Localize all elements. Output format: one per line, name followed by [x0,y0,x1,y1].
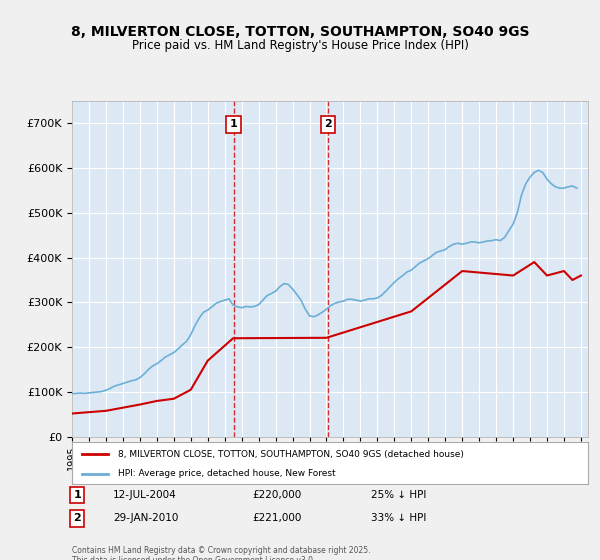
Text: 12-JUL-2004: 12-JUL-2004 [113,490,177,500]
Text: 8, MILVERTON CLOSE, TOTTON, SOUTHAMPTON, SO40 9GS (detached house): 8, MILVERTON CLOSE, TOTTON, SOUTHAMPTON,… [118,450,464,459]
Text: Contains HM Land Registry data © Crown copyright and database right 2025.
This d: Contains HM Land Registry data © Crown c… [72,546,371,560]
Text: 33% ↓ HPI: 33% ↓ HPI [371,514,427,523]
Text: 8, MILVERTON CLOSE, TOTTON, SOUTHAMPTON, SO40 9GS: 8, MILVERTON CLOSE, TOTTON, SOUTHAMPTON,… [71,25,529,39]
Text: £220,000: £220,000 [253,490,302,500]
Text: HPI: Average price, detached house, New Forest: HPI: Average price, detached house, New … [118,469,336,478]
Text: Price paid vs. HM Land Registry's House Price Index (HPI): Price paid vs. HM Land Registry's House … [131,39,469,52]
Text: 25% ↓ HPI: 25% ↓ HPI [371,490,427,500]
Text: 1: 1 [73,490,81,500]
Text: 1: 1 [230,119,238,129]
Text: 2: 2 [73,514,81,523]
Text: 2: 2 [324,119,332,129]
Text: 29-JAN-2010: 29-JAN-2010 [113,514,179,523]
Text: £221,000: £221,000 [253,514,302,523]
